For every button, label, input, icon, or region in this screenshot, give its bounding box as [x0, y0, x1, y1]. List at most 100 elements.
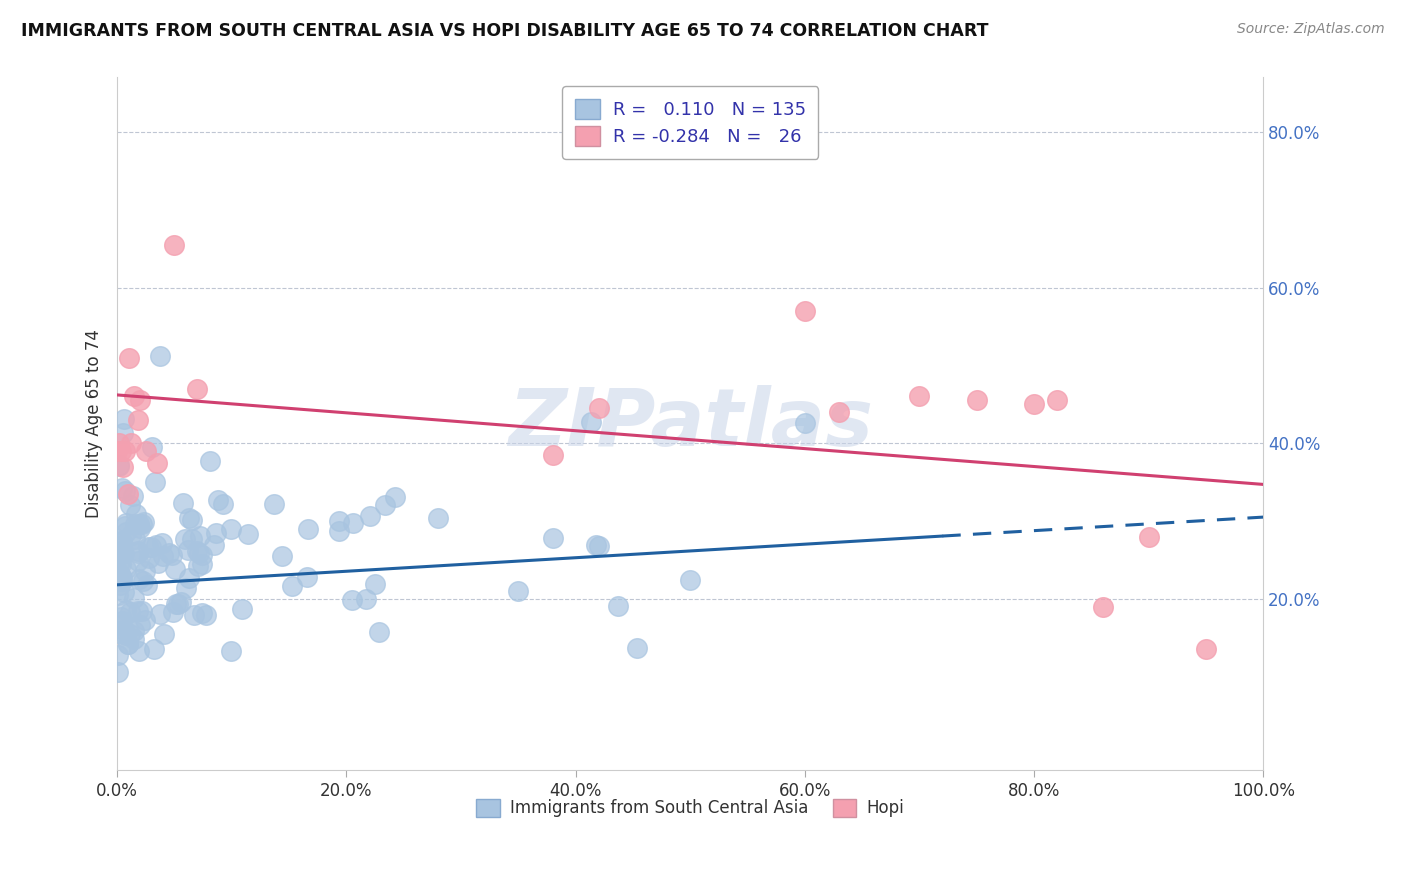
- Point: [110, 569, 132, 583]
- Point: [579, 415, 602, 429]
- Point: [136, 578, 159, 592]
- Point: [679, 573, 702, 587]
- Point: [793, 304, 815, 318]
- Point: [150, 536, 173, 550]
- Point: [152, 549, 174, 564]
- Point: [118, 605, 141, 619]
- Point: [111, 544, 134, 558]
- Point: [131, 574, 153, 588]
- Point: [131, 517, 153, 532]
- Point: [588, 401, 610, 416]
- Point: [111, 426, 134, 441]
- Point: [190, 529, 212, 543]
- Point: [127, 603, 149, 617]
- Point: [157, 546, 180, 560]
- Point: [132, 516, 155, 530]
- Point: [145, 538, 167, 552]
- Point: [122, 591, 145, 605]
- Point: [1022, 397, 1045, 411]
- Point: [174, 532, 197, 546]
- Point: [127, 554, 149, 568]
- Point: [107, 648, 129, 663]
- Point: [120, 627, 142, 641]
- Point: [626, 641, 648, 656]
- Point: [828, 405, 851, 419]
- Point: [186, 382, 208, 396]
- Point: [127, 544, 149, 558]
- Point: [198, 453, 221, 467]
- Point: [179, 571, 201, 585]
- Point: [1137, 530, 1160, 544]
- Point: [135, 444, 157, 458]
- Point: [374, 498, 396, 512]
- Point: [908, 389, 931, 403]
- Point: [124, 389, 146, 403]
- Point: [120, 498, 142, 512]
- Point: [128, 516, 150, 531]
- Point: [186, 558, 208, 573]
- Point: [177, 511, 200, 525]
- Point: [793, 416, 815, 430]
- Point: [188, 546, 211, 560]
- Point: [128, 644, 150, 658]
- Point: [114, 444, 136, 458]
- Point: [541, 448, 564, 462]
- Point: [148, 607, 170, 621]
- Point: [121, 489, 143, 503]
- Point: [138, 540, 160, 554]
- Point: [176, 542, 198, 557]
- Point: [170, 595, 193, 609]
- Point: [108, 436, 131, 450]
- Point: [1091, 599, 1114, 614]
- Point: [124, 517, 146, 532]
- Point: [328, 524, 350, 538]
- Point: [181, 532, 204, 546]
- Point: [426, 510, 449, 524]
- Point: [120, 528, 142, 542]
- Point: [219, 522, 242, 536]
- Point: [146, 456, 169, 470]
- Point: [107, 618, 129, 632]
- Point: [295, 570, 318, 584]
- Point: [167, 597, 190, 611]
- Point: [588, 539, 610, 553]
- Point: [114, 483, 136, 498]
- Point: [205, 525, 228, 540]
- Point: [607, 599, 630, 613]
- Point: [107, 665, 129, 680]
- Point: [141, 440, 163, 454]
- Point: [117, 637, 139, 651]
- Point: [384, 490, 406, 504]
- Point: [127, 546, 149, 560]
- Point: [271, 549, 294, 564]
- Point: [114, 584, 136, 599]
- Point: [110, 534, 132, 549]
- Point: [202, 538, 225, 552]
- Point: [125, 508, 148, 522]
- Point: [368, 625, 391, 640]
- Point: [143, 475, 166, 489]
- Point: [146, 556, 169, 570]
- Point: [128, 572, 150, 586]
- Point: [124, 532, 146, 546]
- Point: [340, 593, 363, 607]
- Point: [111, 459, 134, 474]
- Point: [165, 597, 187, 611]
- Point: [110, 444, 132, 458]
- Point: [122, 632, 145, 646]
- Point: [328, 514, 350, 528]
- Y-axis label: Disability Age 65 to 74: Disability Age 65 to 74: [86, 329, 103, 518]
- Point: [191, 606, 214, 620]
- Point: [342, 516, 364, 530]
- Point: [231, 601, 253, 615]
- Point: [134, 613, 156, 627]
- Point: [212, 497, 235, 511]
- Point: [163, 237, 186, 252]
- Point: [174, 581, 197, 595]
- Point: [219, 644, 242, 658]
- Point: [115, 516, 138, 530]
- Point: [110, 610, 132, 624]
- Point: [112, 412, 135, 426]
- Point: [297, 522, 319, 536]
- Point: [263, 497, 285, 511]
